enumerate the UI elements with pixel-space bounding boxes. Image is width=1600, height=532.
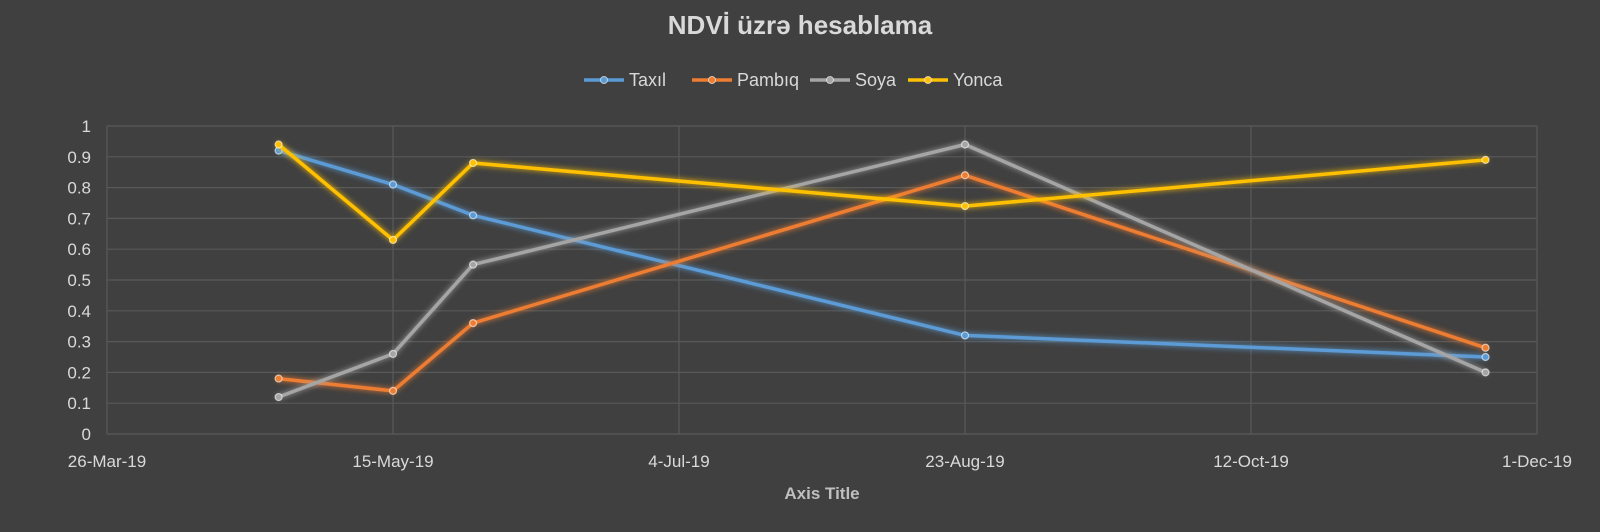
legend-label: Taxıl [629,70,666,90]
legend-entry-soya: Soya [810,70,897,90]
legend-marker [708,76,716,84]
legend-marker [924,76,932,84]
series-line [276,173,1488,393]
legend-marker [600,76,608,84]
data-point [388,386,398,395]
y-axis-tick-labels: 0 0.1 0.2 0.3 0.4 0.5 0.6 0.7 0.8 0.9 1 [67,117,91,444]
data-point [388,180,398,189]
legend-entry-taxıl: Taxıl [584,70,666,90]
x-axis-title: Axis Title [784,484,859,503]
y-tick-label: 0.3 [67,333,91,352]
x-tick-label: 15-May-19 [352,452,433,471]
y-tick-label: 0.5 [67,271,91,290]
data-point [1481,352,1490,362]
data-point [1481,155,1490,164]
gridlines [106,125,1538,435]
chart-title: NDVİ üzrə hesablama [668,10,933,40]
series-line [276,148,1488,359]
data-point [468,158,478,168]
y-tick-label: 0.4 [67,302,91,321]
series-layer [274,140,1490,402]
x-axis-tick-labels: 26-Mar-19 15-May-19 4-Jul-19 23-Aug-19 12-Oc… [68,452,1572,471]
series-yonca [274,140,1490,245]
data-point [388,349,398,359]
series-pambıq [274,171,1490,395]
data-point [468,319,478,328]
y-tick-label: 0.9 [67,148,91,167]
legend-label: Yonca [953,70,1003,90]
data-point [1481,343,1490,352]
y-tick-label: 0.8 [67,179,91,198]
data-point [960,331,970,340]
series-soya [274,140,1490,402]
legend-entry-pambıq: Pambıq [692,70,799,90]
series-line [276,142,1488,242]
x-tick-label: 1-Dec-19 [1502,452,1572,471]
data-point [1481,368,1490,377]
data-point [468,211,478,220]
data-point [388,235,398,245]
legend-entry-yonca: Yonca [908,70,1003,90]
data-point [274,140,283,149]
legend-marker [826,76,834,84]
x-tick-label: 26-Mar-19 [68,452,146,471]
y-tick-label: 0.2 [67,363,91,382]
x-tick-label: 12-Oct-19 [1213,452,1289,471]
y-tick-label: 0.1 [67,394,91,413]
series-line [276,142,1488,399]
y-tick-label: 0.6 [67,240,91,259]
data-point [960,140,970,149]
y-tick-label: 0.7 [67,209,91,228]
legend-label: Pambıq [737,70,799,90]
data-point [960,201,970,211]
legend: Taxıl Pambıq Soya Yonca [584,70,1003,90]
y-tick-label: 1 [82,117,91,136]
data-point [274,374,283,383]
x-tick-label: 4-Jul-19 [648,452,709,471]
data-point [274,392,283,402]
data-point [468,260,478,269]
data-point [960,171,970,180]
legend-label: Soya [855,70,897,90]
y-tick-label: 0 [82,425,91,444]
x-tick-label: 23-Aug-19 [925,452,1004,471]
